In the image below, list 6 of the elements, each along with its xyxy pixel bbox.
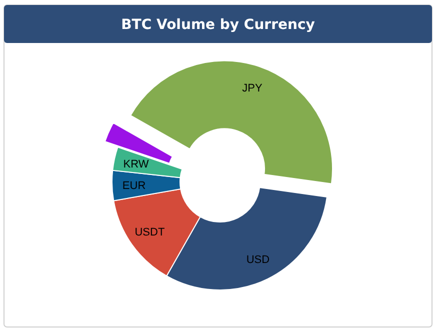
- slice-label: KRW: [123, 158, 150, 170]
- slice-label: USDT: [134, 226, 165, 239]
- slice-label: USD: [246, 254, 270, 266]
- slice-label: JPY: [242, 82, 263, 94]
- slice-label: EUR: [122, 180, 146, 192]
- chart-title: BTC Volume by Currency: [121, 17, 315, 33]
